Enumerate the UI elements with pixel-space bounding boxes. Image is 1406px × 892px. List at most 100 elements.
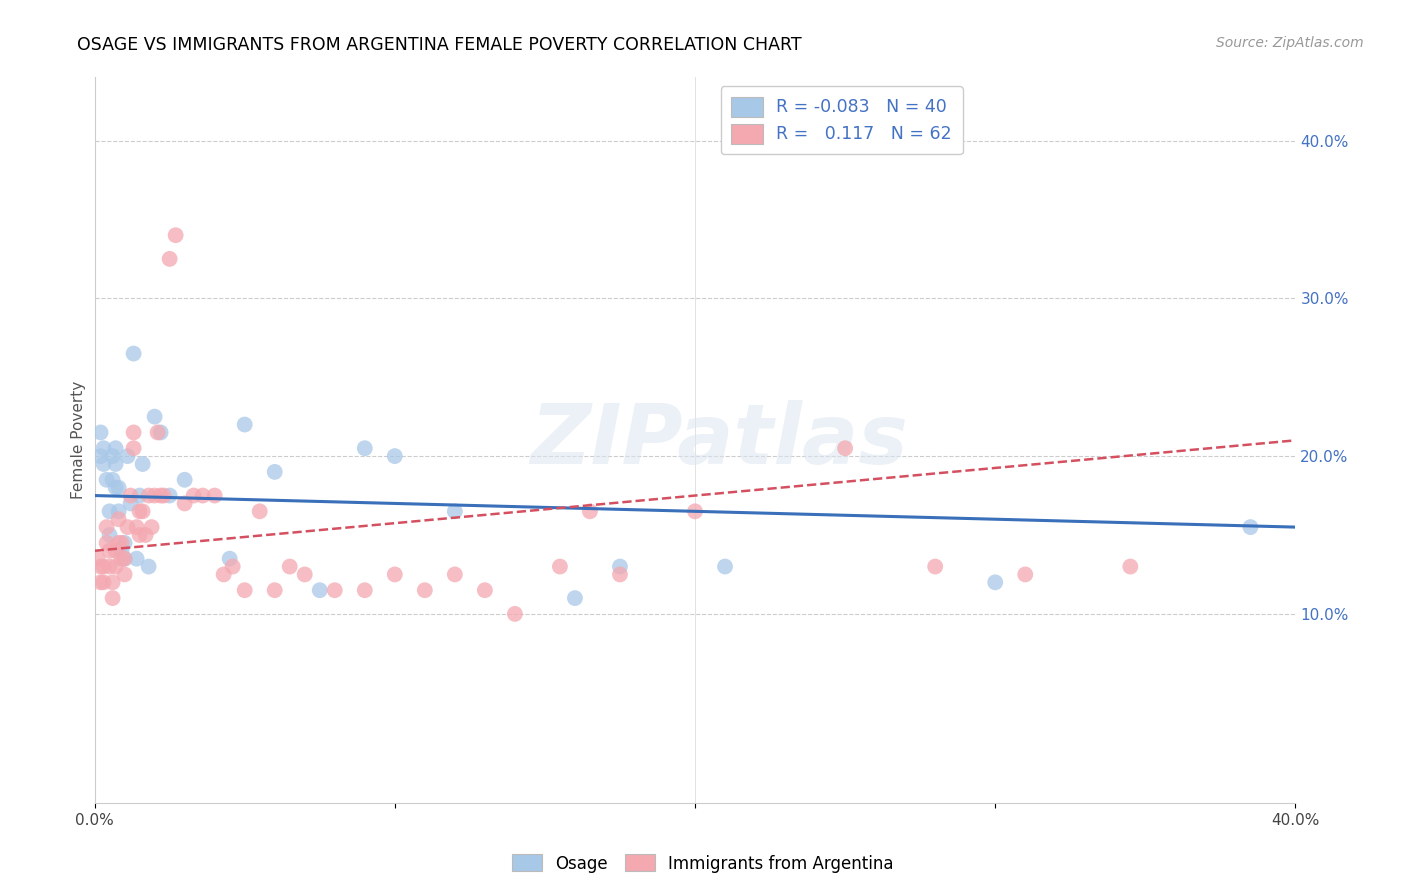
Point — [131, 504, 153, 518]
Point — [353, 441, 375, 455]
Point — [233, 583, 256, 598]
Point — [149, 489, 172, 503]
Point — [384, 449, 406, 463]
Point — [104, 441, 127, 455]
Point — [564, 591, 586, 606]
Point — [278, 559, 301, 574]
Point — [149, 425, 172, 440]
Point — [1014, 567, 1036, 582]
Point — [117, 520, 139, 534]
Point — [93, 559, 115, 574]
Point — [98, 559, 121, 574]
Point — [110, 543, 132, 558]
Text: OSAGE VS IMMIGRANTS FROM ARGENTINA FEMALE POVERTY CORRELATION CHART: OSAGE VS IMMIGRANTS FROM ARGENTINA FEMAL… — [77, 36, 801, 54]
Point — [98, 528, 121, 542]
Point — [263, 583, 285, 598]
Point — [96, 536, 118, 550]
Point — [152, 489, 174, 503]
Point — [114, 536, 136, 550]
Point — [474, 583, 496, 598]
Point — [308, 583, 330, 598]
Point — [834, 441, 856, 455]
Point — [93, 457, 115, 471]
Point — [443, 567, 465, 582]
Point — [96, 473, 118, 487]
Point — [146, 425, 169, 440]
Point — [114, 551, 136, 566]
Point — [86, 551, 108, 566]
Point — [191, 489, 214, 503]
Point — [128, 489, 150, 503]
Point — [443, 504, 465, 518]
Point — [138, 559, 160, 574]
Point — [263, 465, 285, 479]
Point — [110, 536, 132, 550]
Y-axis label: Female Poverty: Female Poverty — [72, 381, 86, 500]
Point — [114, 551, 136, 566]
Point — [609, 567, 631, 582]
Point — [141, 520, 163, 534]
Point — [548, 559, 571, 574]
Point — [212, 567, 235, 582]
Point — [104, 559, 127, 574]
Point — [204, 489, 226, 503]
Point — [117, 449, 139, 463]
Point — [323, 583, 346, 598]
Point — [159, 489, 181, 503]
Point — [1119, 559, 1142, 574]
Point — [128, 528, 150, 542]
Point — [221, 559, 243, 574]
Point — [143, 409, 166, 424]
Point — [120, 489, 142, 503]
Point — [413, 583, 436, 598]
Point — [122, 425, 145, 440]
Point — [107, 481, 129, 495]
Point — [609, 559, 631, 574]
Point — [1239, 520, 1261, 534]
Point — [101, 473, 124, 487]
Point — [107, 536, 129, 550]
Point — [503, 607, 526, 621]
Point — [353, 583, 375, 598]
Point — [110, 551, 132, 566]
Point — [122, 346, 145, 360]
Legend: R = -0.083   N = 40, R =   0.117   N = 62: R = -0.083 N = 40, R = 0.117 N = 62 — [721, 87, 963, 154]
Point — [107, 504, 129, 518]
Point — [104, 457, 127, 471]
Point — [233, 417, 256, 432]
Point — [125, 520, 148, 534]
Point — [984, 575, 1007, 590]
Point — [98, 543, 121, 558]
Point — [90, 449, 112, 463]
Point — [125, 551, 148, 566]
Point — [101, 591, 124, 606]
Point — [714, 559, 737, 574]
Point — [122, 441, 145, 455]
Point — [249, 504, 271, 518]
Point — [93, 575, 115, 590]
Legend: Osage, Immigrants from Argentina: Osage, Immigrants from Argentina — [506, 847, 900, 880]
Point — [101, 449, 124, 463]
Point — [218, 551, 240, 566]
Point — [138, 489, 160, 503]
Point — [173, 496, 195, 510]
Point — [98, 504, 121, 518]
Point — [173, 473, 195, 487]
Point — [159, 252, 181, 266]
Point — [120, 496, 142, 510]
Text: Source: ZipAtlas.com: Source: ZipAtlas.com — [1216, 36, 1364, 50]
Point — [96, 520, 118, 534]
Point — [104, 543, 127, 558]
Point — [90, 575, 112, 590]
Point — [135, 528, 157, 542]
Point — [143, 489, 166, 503]
Point — [165, 228, 187, 243]
Point — [114, 567, 136, 582]
Point — [579, 504, 602, 518]
Point — [90, 425, 112, 440]
Point — [924, 559, 946, 574]
Point — [294, 567, 316, 582]
Text: ZIPatlas: ZIPatlas — [530, 400, 908, 481]
Point — [131, 457, 153, 471]
Point — [101, 575, 124, 590]
